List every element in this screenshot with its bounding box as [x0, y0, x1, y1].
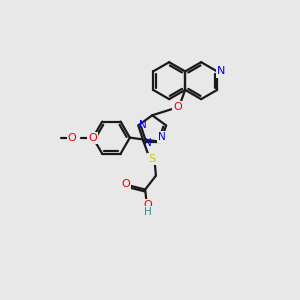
- Text: O: O: [173, 102, 182, 112]
- Text: N: N: [158, 132, 166, 142]
- Text: N: N: [217, 66, 225, 76]
- Text: O: O: [144, 200, 153, 210]
- Text: S: S: [148, 154, 156, 164]
- Text: N: N: [144, 137, 151, 148]
- Text: O: O: [88, 133, 97, 142]
- Text: N: N: [139, 120, 147, 130]
- Text: O: O: [68, 133, 76, 142]
- Text: O: O: [122, 179, 130, 189]
- Text: H: H: [144, 207, 152, 217]
